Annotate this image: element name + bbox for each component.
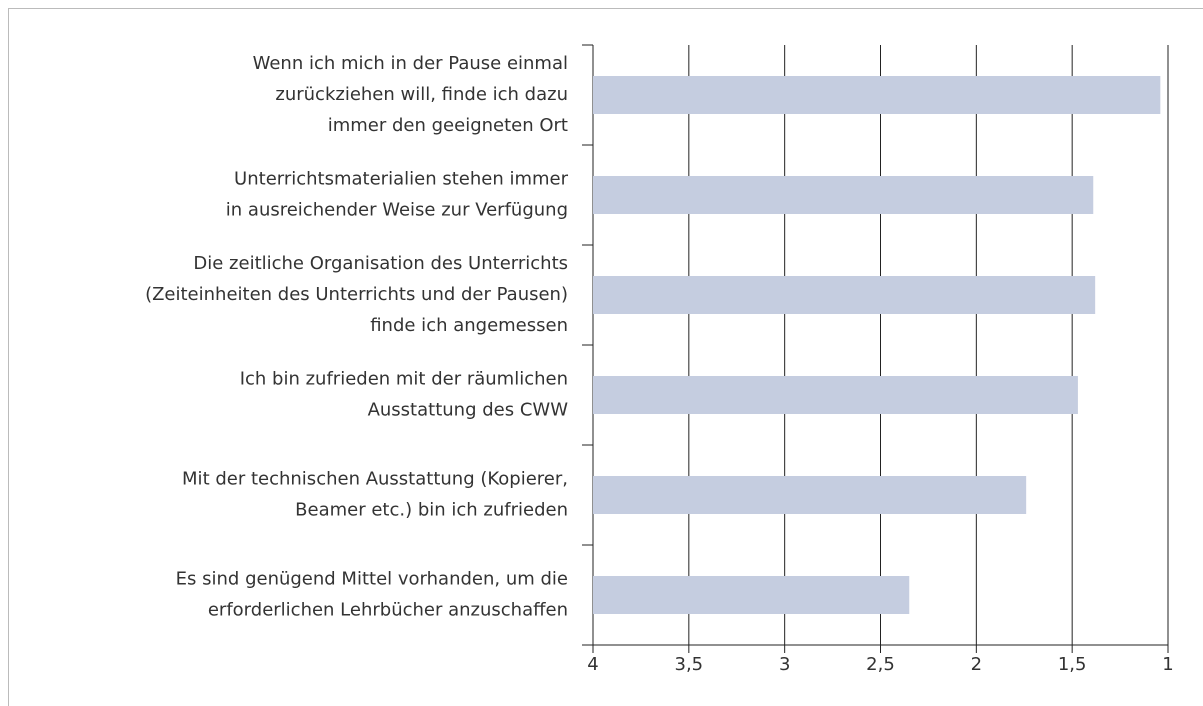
- bar: [593, 176, 1094, 214]
- label-line: Beamer etc.) bin ich zufrieden: [295, 500, 568, 521]
- label-line: Unterrichtsmaterialien stehen immer: [234, 169, 569, 190]
- y-tick-label: Wenn ich mich in der Pause einmal zurückz…: [253, 53, 568, 136]
- label-line: (Zeiteinheiten des Unterrichts und der P…: [145, 284, 568, 305]
- label-line: Die zeitliche Organisation des Unterrich…: [193, 253, 568, 274]
- x-tick-label: 2,5: [866, 654, 895, 675]
- label-line: zurückziehen will, finde ich dazu: [275, 84, 568, 105]
- y-tick-label: Mit der technischen Ausstattung (Kopiere…: [182, 469, 568, 521]
- x-tick-label: 3: [779, 654, 790, 675]
- bar: [593, 576, 910, 614]
- bar: [593, 76, 1161, 114]
- label-line: Ausstattung des CWW: [368, 400, 569, 421]
- frame: [8, 8, 1203, 706]
- bar: [593, 276, 1096, 314]
- label-line: finde ich angemessen: [370, 315, 568, 336]
- label-line: immer den geeigneten Ort: [328, 115, 568, 136]
- label-line: Wenn ich mich in der Pause einmal: [253, 53, 568, 74]
- y-tick-label: Die zeitliche Organisation des Unterrich…: [145, 253, 568, 336]
- y-tick-label: Ich bin zufrieden mit der räumlichen Auss…: [240, 369, 568, 421]
- y-tick-label: Unterrichtsmaterialien stehen immer in au…: [226, 169, 569, 221]
- x-tick-label: 1: [1162, 654, 1173, 675]
- x-tick-label: 2: [971, 654, 982, 675]
- label-line: Mit der technischen Ausstattung (Kopiere…: [182, 469, 568, 490]
- bar: [593, 376, 1078, 414]
- x-tick-label: 4: [587, 654, 598, 675]
- y-tick-label: Es sind genügend Mittel vorhanden, um di…: [176, 569, 568, 621]
- x-tick-label: 1,5: [1058, 654, 1087, 675]
- label-line: Es sind genügend Mittel vorhanden, um di…: [176, 569, 568, 590]
- label-line: Ich bin zufrieden mit der räumlichen: [240, 369, 568, 390]
- label-line: in ausreichender Weise zur Verfügung: [226, 200, 568, 221]
- bar: [593, 476, 1027, 514]
- label-line: erforderlichen Lehrbücher anzuschaffen: [208, 600, 568, 621]
- x-tick-label: 3,5: [675, 654, 704, 675]
